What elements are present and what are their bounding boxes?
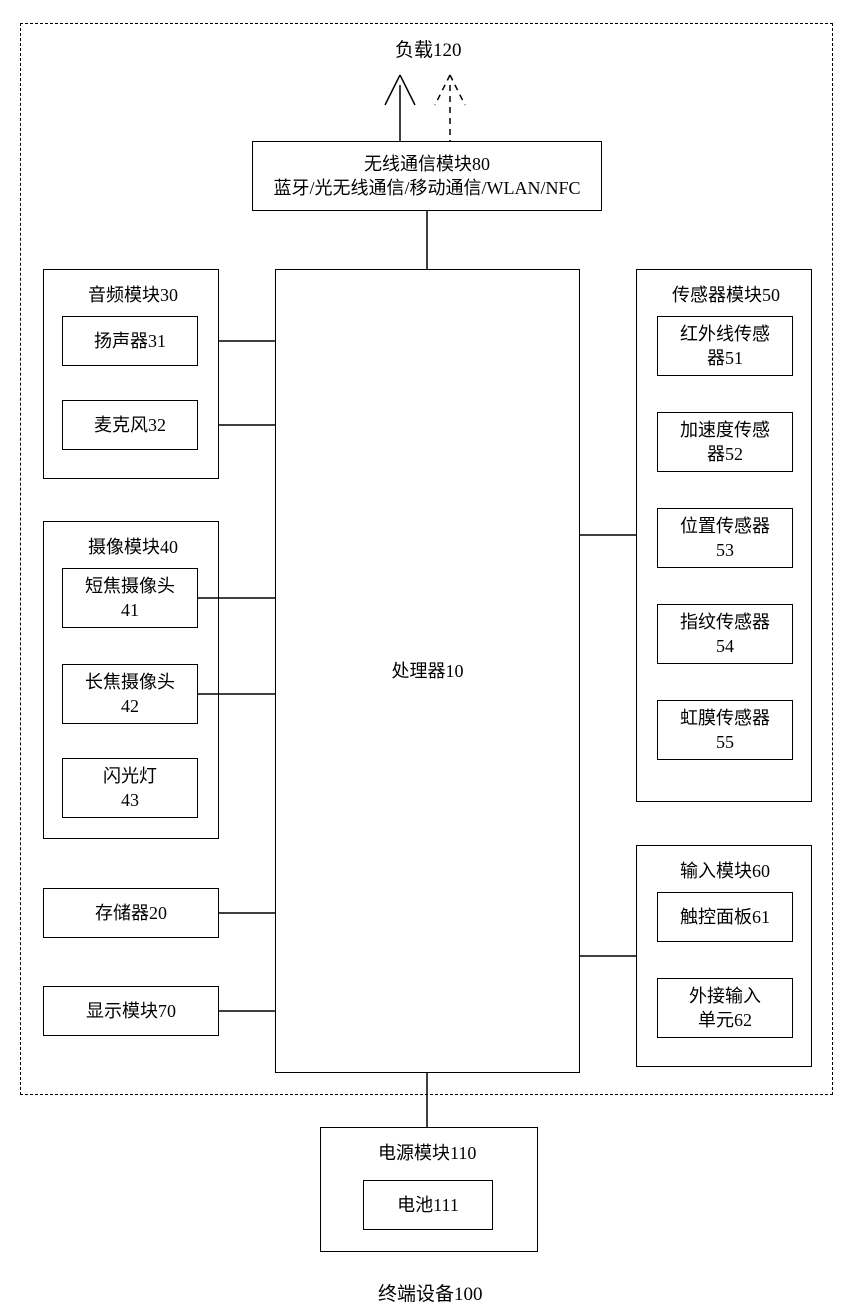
ext-l1: 外接输入 [689, 984, 761, 1008]
wireless-module-box: 无线通信模块80 蓝牙/光无线通信/移动通信/WLAN/NFC [252, 141, 602, 211]
long-focus-2: 42 [121, 694, 139, 718]
flash-1: 闪光灯 [103, 764, 157, 788]
terminal-label: 终端设备100 [378, 1279, 483, 1306]
audio-module-header: 音频模块30 [88, 281, 178, 307]
input-module-header: 输入模块60 [680, 857, 770, 883]
speaker-label: 扬声器31 [94, 329, 166, 353]
accel-l1: 加速度传感 [680, 418, 770, 442]
fp-sensor-box: 指纹传感器 54 [657, 604, 793, 664]
pos-l1: 位置传感器 [680, 514, 770, 538]
fp-l1: 指纹传感器 [680, 610, 770, 634]
storage-label: 存储器20 [95, 901, 167, 925]
touch-label: 触控面板61 [680, 905, 770, 929]
touch-box: 触控面板61 [657, 892, 793, 942]
wireless-title: 无线通信模块80 [364, 152, 490, 176]
display-label: 显示模块70 [86, 999, 176, 1023]
pos-l2: 53 [716, 538, 734, 562]
wireless-subtitle: 蓝牙/光无线通信/移动通信/WLAN/NFC [273, 176, 580, 200]
mic-box: 麦克风32 [62, 400, 198, 450]
fp-l2: 54 [716, 634, 734, 658]
mic-label: 麦克风32 [94, 413, 166, 437]
processor-label: 处理器10 [392, 659, 464, 683]
ir-l1: 红外线传感 [680, 322, 770, 346]
display-box: 显示模块70 [43, 986, 219, 1036]
battery-box: 电池111 [363, 1180, 493, 1230]
speaker-box: 扬声器31 [62, 316, 198, 366]
load-label: 负载120 [395, 35, 462, 62]
iris-sensor-box: 虹膜传感器 55 [657, 700, 793, 760]
iris-l1: 虹膜传感器 [680, 706, 770, 730]
camera-module-header: 摄像模块40 [88, 533, 178, 559]
long-focus-1: 长焦摄像头 [85, 670, 175, 694]
battery-label: 电池111 [397, 1193, 459, 1217]
accel-l2: 器52 [707, 442, 743, 466]
processor-box: 处理器10 [275, 269, 580, 1073]
short-focus-2: 41 [121, 598, 139, 622]
accel-sensor-box: 加速度传感 器52 [657, 412, 793, 472]
flash-2: 43 [121, 788, 139, 812]
ir-sensor-box: 红外线传感 器51 [657, 316, 793, 376]
pos-sensor-box: 位置传感器 53 [657, 508, 793, 568]
short-focus-1: 短焦摄像头 [85, 574, 175, 598]
flash-box: 闪光灯 43 [62, 758, 198, 818]
ir-l2: 器51 [707, 346, 743, 370]
iris-l2: 55 [716, 730, 734, 754]
long-focus-box: 长焦摄像头 42 [62, 664, 198, 724]
ext-l2: 单元62 [698, 1008, 752, 1032]
sensor-module-header: 传感器模块50 [672, 281, 780, 307]
short-focus-box: 短焦摄像头 41 [62, 568, 198, 628]
storage-box: 存储器20 [43, 888, 219, 938]
ext-input-box: 外接输入 单元62 [657, 978, 793, 1038]
power-module-header: 电源模块110 [378, 1139, 476, 1165]
